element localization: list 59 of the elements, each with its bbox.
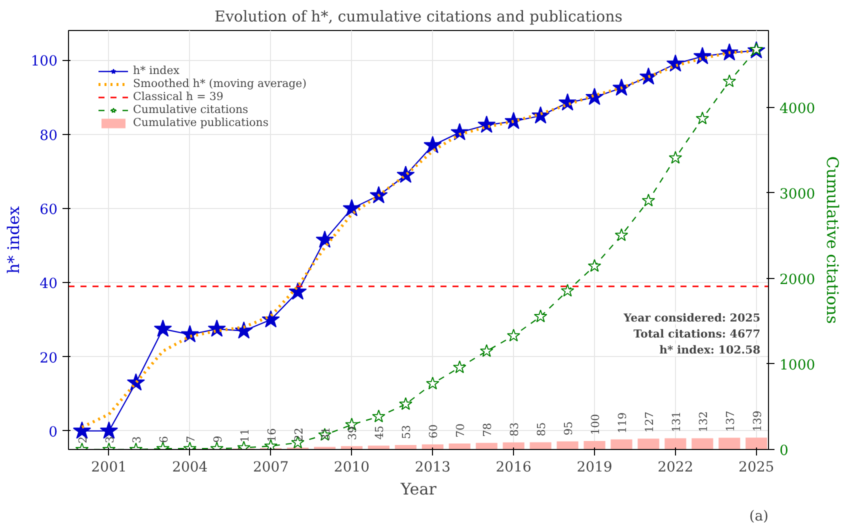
- data-label: 70: [454, 424, 468, 438]
- legend-label: h* index: [133, 64, 180, 77]
- y2-tick-label: 1000: [780, 357, 816, 374]
- x-tick-label: 2016: [496, 460, 532, 476]
- y2-tick-label: 2000: [780, 272, 816, 288]
- data-label: 22: [292, 428, 306, 442]
- x-tick-label: 2010: [334, 460, 370, 476]
- data-label: 45: [373, 426, 386, 440]
- x-tick-label: 2007: [253, 460, 289, 476]
- y2-tick-label: 3000: [780, 186, 816, 202]
- y-tick-label: 40: [40, 276, 58, 292]
- data-label: 16: [265, 428, 278, 442]
- annotation: Year considered: 2025: [622, 312, 760, 324]
- data-label: 7: [184, 436, 198, 443]
- data-label: 95: [562, 421, 576, 436]
- data-label: 131: [670, 411, 683, 432]
- data-label: 119: [616, 412, 629, 434]
- data-label: 100: [589, 414, 602, 435]
- text: (a): [749, 508, 769, 524]
- data-label: 139: [750, 410, 764, 432]
- data-label: 78: [481, 422, 494, 437]
- data-label: 6: [157, 436, 170, 443]
- x-tick-label: 2022: [658, 460, 694, 476]
- data-label: 53: [400, 424, 414, 439]
- legend-label: Cumulative publications: [133, 116, 268, 129]
- data-label: 9: [211, 436, 224, 443]
- legend-label: Smoothed h* (moving average): [133, 77, 306, 90]
- data-label: 39: [346, 426, 360, 440]
- x-tick-label: 2019: [576, 460, 612, 476]
- x-tick-label: 2013: [414, 460, 450, 476]
- data-label: 60: [427, 424, 440, 438]
- data-label: 137: [724, 410, 737, 432]
- y-tick-label: 60: [40, 202, 58, 218]
- annotation: h* index: 102.58: [659, 344, 761, 356]
- y-tick-label: 80: [40, 128, 58, 144]
- y-tick-label: 100: [30, 54, 58, 70]
- chart-title: Evolution of h*, cumulative citations and publications: [214, 8, 623, 26]
- y2-tick-label: 4000: [780, 100, 816, 117]
- y-tick-label: 20: [40, 350, 58, 366]
- data-label: 2: [76, 436, 90, 444]
- data-label: 127: [642, 412, 656, 433]
- x-tick-label: 2004: [172, 460, 208, 476]
- data-label: 3: [130, 436, 144, 444]
- x-tick-label: 2001: [91, 460, 127, 476]
- data-label: 83: [508, 422, 522, 436]
- x-tick-label: 2025: [738, 460, 774, 476]
- y-tick-label: 0: [48, 424, 58, 440]
- y-axis-title: h* index: [4, 206, 23, 274]
- data-label: 3: [103, 436, 116, 444]
- legend-label: Cumulative citations: [133, 103, 248, 116]
- data-label: 11: [238, 428, 252, 443]
- x-axis-title: Year: [400, 480, 437, 498]
- annotation: Total citations: 4677: [634, 328, 760, 340]
- data-label: 85: [535, 422, 548, 436]
- y2-axis-title: Cumulative citations: [823, 156, 842, 324]
- legend-label: Classical h = 39: [133, 90, 224, 103]
- y2-tick-label: 0: [780, 443, 788, 459]
- data-label: 31: [319, 426, 332, 441]
- data-label: 132: [696, 411, 710, 432]
